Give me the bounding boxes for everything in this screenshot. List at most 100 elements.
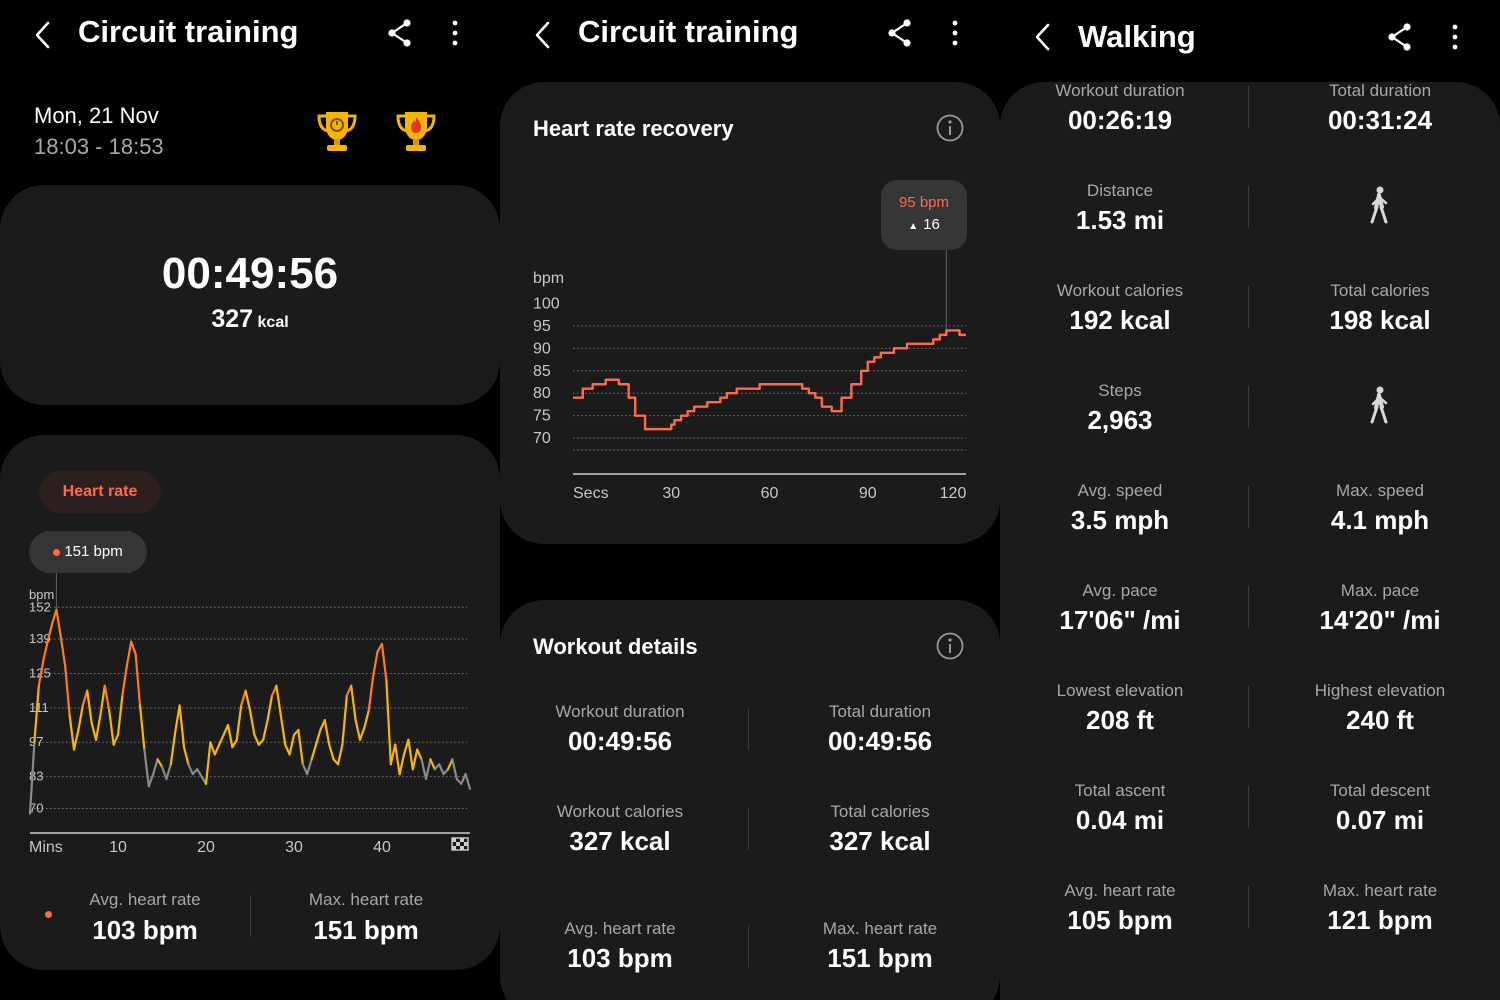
heart-rate-line-segment [226, 723, 234, 749]
stat-label-max-heart-rate: Max. heart rate [308, 890, 424, 909]
y-tick-label: 95 [533, 318, 551, 335]
card-title: Heart rate recovery [533, 116, 734, 141]
stat-divider [1248, 386, 1249, 428]
heart-rate-chip-label: Heart rate [62, 483, 138, 500]
y-axis-unit-label: bpm [533, 270, 564, 287]
heart-rate-line-segment [112, 733, 120, 746]
detail-label: Max. heart rate [822, 919, 938, 938]
stat-label: Steps [1098, 381, 1142, 400]
calories-value: 327 [211, 305, 254, 333]
stat-label: Max. speed [1336, 481, 1424, 500]
up-triangle-icon: ▲ [908, 221, 919, 232]
stat-label: Avg. heart rate [1064, 881, 1176, 900]
more-options-icon[interactable] [1444, 22, 1466, 52]
app-bar: Circuit training [0, 0, 500, 75]
heart-rate-line-segment [169, 731, 177, 766]
back-arrow-icon[interactable] [30, 18, 58, 52]
heart-rate-line-segment [411, 748, 419, 771]
info-icon[interactable] [935, 113, 965, 143]
walking-person-icon [1370, 386, 1388, 424]
tooltip-value: 151 bpm [64, 543, 123, 560]
card-title: Workout details [533, 634, 698, 659]
workout-date: Mon, 21 Nov [34, 103, 159, 128]
heart-rate-line-segment [196, 768, 203, 778]
x-tick-label: 40 [373, 839, 391, 856]
detail-label: Total calories [830, 802, 930, 821]
heart-rate-line-segment [367, 674, 375, 712]
back-arrow-icon[interactable] [530, 18, 558, 52]
trophy-duration-icon[interactable] [312, 106, 362, 156]
tooltip-delta-value: 16 [923, 216, 940, 233]
x-tick-label: 90 [859, 485, 877, 502]
stat-value: 121 bpm [1327, 905, 1433, 935]
walking-person-icon [1370, 186, 1388, 224]
y-tick-label: 97 [29, 734, 43, 749]
x-tick-label: 30 [285, 839, 303, 856]
tooltip-value: 95 bpm [898, 194, 950, 211]
stat-divider [1248, 586, 1249, 628]
heart-rate-line-segment [187, 763, 194, 776]
heart-rate-line-segment [33, 684, 40, 744]
heart-rate-line-segment [341, 694, 348, 746]
heart-rate-line-segment [460, 773, 467, 786]
y-tick-label: 152 [29, 599, 51, 614]
stat-label: Workout calories [1056, 281, 1184, 300]
stat-value: 198 kcal [1329, 305, 1431, 335]
heart-rate-line-segment [86, 689, 93, 724]
heart-rate-line-segment [121, 665, 128, 697]
heart-rate-recovery-card: Heart rate recovery 95 bpm ▲ 16 bpm 100 95 9… [500, 82, 1000, 544]
heart-rate-line-segment [235, 704, 243, 741]
heart-rate-line-segment [68, 714, 76, 751]
avg-heart-rate-dot [45, 911, 52, 918]
heart-rate-line-segment [213, 743, 221, 756]
stat-value: 17'06" /mi [1059, 605, 1181, 635]
stat-divider [1248, 86, 1249, 128]
heart-rate-line-segment [138, 704, 146, 751]
heart-rate-line-segment [297, 728, 304, 766]
workout-time-range: 18:03 - 18:53 [34, 134, 164, 159]
heart-rate-line-segment [108, 709, 115, 746]
stat-label: Max. heart rate [1322, 881, 1438, 900]
heart-rate-line-segment [28, 741, 36, 815]
heart-rate-tooltip: 151 bpm [29, 531, 147, 573]
y-tick-label: 111 [29, 700, 49, 715]
heart-rate-line-segment [240, 689, 247, 707]
more-options-icon[interactable] [444, 18, 466, 48]
stat-value: 00:31:24 [1327, 105, 1433, 135]
detail-value: 103 bpm [567, 943, 673, 973]
info-icon[interactable] [935, 631, 965, 661]
y-tick-label: 70 [29, 800, 43, 815]
heart-rate-line-segment [389, 743, 397, 766]
heart-rate-line-segment [275, 684, 282, 717]
heart-rate-line-segment [156, 758, 164, 768]
share-icon[interactable] [386, 18, 414, 48]
heart-rate-line-segment [204, 741, 212, 786]
heart-rate-line-segment [160, 765, 168, 781]
heart-rate-line-segment [310, 743, 318, 761]
trophy-calories-icon[interactable] [391, 106, 441, 156]
stat-label: Avg. pace [1082, 581, 1158, 600]
stat-value: 00:26:19 [1067, 105, 1173, 135]
stat-value: 192 kcal [1069, 305, 1171, 335]
heart-rate-line-segment [178, 704, 186, 749]
back-arrow-icon[interactable] [1030, 20, 1058, 54]
stat-value-max-heart-rate: 151 bpm [313, 915, 419, 945]
heart-rate-line-segment [94, 714, 102, 741]
detail-value: 00:49:56 [567, 726, 673, 756]
detail-divider [748, 925, 749, 967]
heart-rate-line-segment [438, 763, 445, 776]
y-tick-label: 90 [533, 340, 551, 357]
share-icon[interactable] [886, 18, 914, 48]
heart-rate-line-segment [314, 728, 322, 746]
y-tick-label: 85 [533, 363, 551, 380]
share-icon[interactable] [1386, 22, 1414, 52]
heart-rate-chip[interactable]: Heart rate [39, 471, 161, 513]
more-options-icon[interactable] [944, 18, 966, 48]
heart-rate-line-segment [152, 758, 159, 776]
heart-rate-line-segment [209, 741, 216, 756]
heart-rate-line-segment [253, 733, 260, 746]
stat-label: Workout duration [1055, 81, 1185, 100]
heart-rate-line-segment [77, 704, 84, 732]
x-tick-label: 60 [761, 485, 779, 502]
